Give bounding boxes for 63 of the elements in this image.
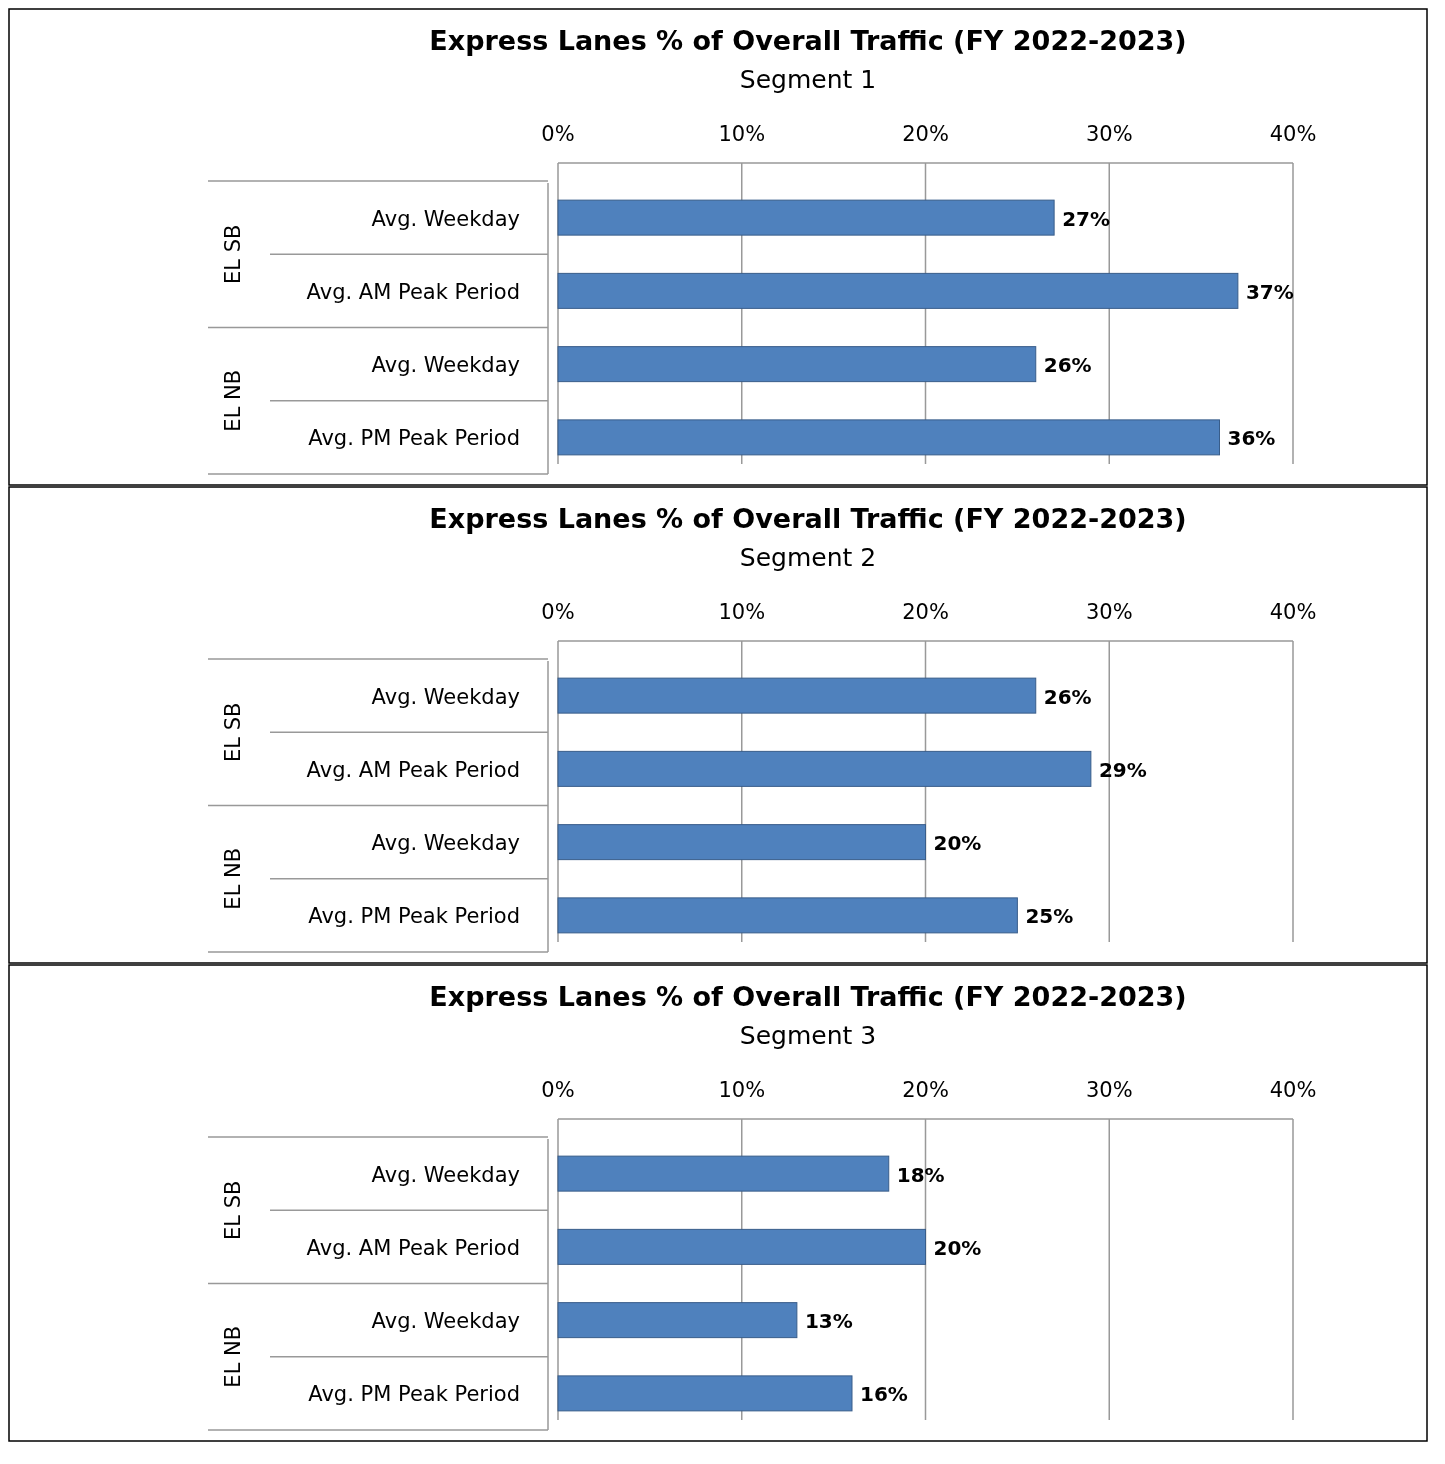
y-tick-label: Avg. PM Peak Period bbox=[308, 904, 520, 929]
data-label: 13% bbox=[804, 1309, 853, 1334]
data-label: 25% bbox=[1025, 904, 1074, 929]
bar bbox=[557, 1375, 853, 1412]
bar bbox=[557, 199, 1055, 236]
x-tick-label: 20% bbox=[902, 600, 949, 624]
y-tick-label: Avg. Weekday bbox=[371, 684, 520, 709]
data-label: 26% bbox=[1043, 684, 1092, 709]
bar bbox=[557, 677, 1037, 714]
chart-title: Express Lanes % of Overall Traffic (FY 2022-2023) bbox=[429, 503, 1187, 534]
text: EL SB bbox=[221, 702, 245, 762]
bar bbox=[557, 1302, 798, 1339]
data-label: 20% bbox=[933, 831, 982, 856]
x-tick-label: 20% bbox=[902, 122, 949, 146]
x-tick-label: 20% bbox=[902, 1078, 949, 1102]
x-tick-label: 30% bbox=[1085, 600, 1133, 624]
bar bbox=[557, 1155, 890, 1192]
x-tick-label: 0% bbox=[541, 600, 575, 624]
bar bbox=[557, 272, 1239, 309]
x-tick-label: 40% bbox=[1269, 1078, 1317, 1102]
data-label: 36% bbox=[1227, 426, 1276, 451]
bar bbox=[557, 346, 1037, 383]
y-tick-label: Avg. Weekday bbox=[371, 353, 520, 378]
chart-subtitle: Segment 3 bbox=[739, 1021, 877, 1050]
data-label: 16% bbox=[860, 1382, 908, 1407]
x-tick-label: 10% bbox=[718, 600, 766, 624]
bar bbox=[557, 1228, 926, 1265]
y-tick-label: Avg. Weekday bbox=[371, 831, 520, 856]
y-tick-label: Avg. PM Peak Period bbox=[308, 1382, 520, 1407]
y-tick-label: Avg. AM Peak Period bbox=[306, 1235, 520, 1260]
x-tick-label: 40% bbox=[1269, 600, 1317, 624]
y-tick-label: Avg. Weekday bbox=[371, 1162, 520, 1187]
x-tick-label: 0% bbox=[541, 122, 575, 146]
x-tick-label: 40% bbox=[1269, 122, 1317, 146]
text: EL SB bbox=[221, 1180, 245, 1240]
y-tick-label: Avg. Weekday bbox=[371, 206, 520, 231]
chart-subtitle: Segment 1 bbox=[739, 65, 877, 94]
bar bbox=[557, 750, 1092, 787]
data-label: 37% bbox=[1245, 279, 1294, 304]
bar bbox=[557, 824, 926, 861]
x-tick-label: 30% bbox=[1085, 122, 1133, 146]
data-label: 29% bbox=[1098, 757, 1147, 782]
x-tick-label: 10% bbox=[718, 122, 766, 146]
y-tick-label: Avg. AM Peak Period bbox=[306, 757, 520, 782]
data-label: 27% bbox=[1062, 206, 1110, 231]
data-label: 26% bbox=[1043, 353, 1092, 378]
y-tick-label: Avg. AM Peak Period bbox=[306, 279, 520, 304]
y-tick-label: Avg. PM Peak Period bbox=[308, 426, 520, 451]
chart-title: Express Lanes % of Overall Traffic (FY 2022-2023) bbox=[429, 25, 1187, 56]
chart-title: Express Lanes % of Overall Traffic (FY 2022-2023) bbox=[429, 981, 1187, 1012]
text: EL NB bbox=[221, 369, 245, 432]
x-tick-label: 0% bbox=[541, 1078, 575, 1102]
chart-subtitle: Segment 2 bbox=[739, 543, 877, 572]
text: EL NB bbox=[221, 1325, 245, 1388]
bar bbox=[557, 419, 1220, 456]
data-label: 18% bbox=[896, 1162, 945, 1187]
text: EL NB bbox=[221, 847, 245, 910]
x-tick-label: 10% bbox=[718, 1078, 766, 1102]
text: EL SB bbox=[221, 224, 245, 284]
bar bbox=[557, 897, 1018, 934]
data-label: 20% bbox=[933, 1235, 982, 1260]
y-tick-label: Avg. Weekday bbox=[371, 1309, 520, 1334]
x-tick-label: 30% bbox=[1085, 1078, 1133, 1102]
